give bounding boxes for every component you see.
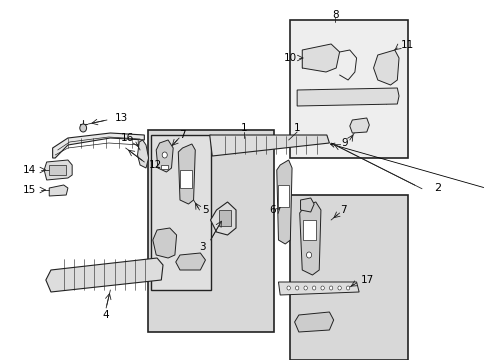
Polygon shape <box>349 118 368 133</box>
Text: 9: 9 <box>341 138 347 148</box>
Bar <box>289 20 407 158</box>
Polygon shape <box>300 198 313 212</box>
Bar <box>289 195 407 360</box>
Bar <box>49 165 66 175</box>
Text: 14: 14 <box>22 165 36 175</box>
Text: 2: 2 <box>433 183 440 193</box>
Text: 16: 16 <box>121 133 134 143</box>
Polygon shape <box>373 50 398 85</box>
Polygon shape <box>276 160 291 244</box>
Text: 7: 7 <box>340 205 346 215</box>
Bar <box>219 210 230 226</box>
Circle shape <box>312 286 315 290</box>
Text: 5: 5 <box>202 205 208 215</box>
Polygon shape <box>44 160 72 180</box>
Polygon shape <box>53 133 144 158</box>
Text: 8: 8 <box>331 10 338 20</box>
Text: 2: 2 <box>330 143 488 195</box>
Polygon shape <box>278 282 358 295</box>
Text: 6: 6 <box>269 205 275 215</box>
Bar <box>147 130 274 332</box>
Polygon shape <box>302 44 339 72</box>
Polygon shape <box>137 140 148 168</box>
Circle shape <box>286 286 290 290</box>
Text: 17: 17 <box>360 275 373 285</box>
Polygon shape <box>299 202 320 275</box>
Bar <box>161 165 168 169</box>
Circle shape <box>320 286 324 290</box>
Circle shape <box>162 152 167 158</box>
Bar <box>151 135 210 290</box>
Text: 3: 3 <box>198 242 205 252</box>
Polygon shape <box>294 312 333 332</box>
Text: 13: 13 <box>114 113 127 123</box>
Text: 1: 1 <box>293 123 300 133</box>
Circle shape <box>304 286 307 290</box>
Text: 7: 7 <box>179 130 185 140</box>
Polygon shape <box>156 140 173 172</box>
Circle shape <box>80 124 86 132</box>
Polygon shape <box>210 202 236 235</box>
Circle shape <box>329 286 332 290</box>
Polygon shape <box>297 88 398 106</box>
Polygon shape <box>178 144 195 204</box>
Bar <box>278 185 288 207</box>
Circle shape <box>306 252 311 258</box>
Text: 4: 4 <box>102 310 109 320</box>
Bar <box>303 220 315 240</box>
Circle shape <box>346 286 349 290</box>
Circle shape <box>295 286 298 290</box>
Text: 11: 11 <box>400 40 413 50</box>
Polygon shape <box>46 258 163 292</box>
Polygon shape <box>175 253 205 270</box>
Circle shape <box>337 286 341 290</box>
Text: 1: 1 <box>240 123 246 133</box>
Bar <box>180 170 191 188</box>
Polygon shape <box>153 228 176 258</box>
Polygon shape <box>49 185 68 196</box>
Text: 10: 10 <box>284 53 297 63</box>
Text: 12: 12 <box>148 160 162 170</box>
Text: 15: 15 <box>22 185 36 195</box>
Polygon shape <box>209 135 329 156</box>
